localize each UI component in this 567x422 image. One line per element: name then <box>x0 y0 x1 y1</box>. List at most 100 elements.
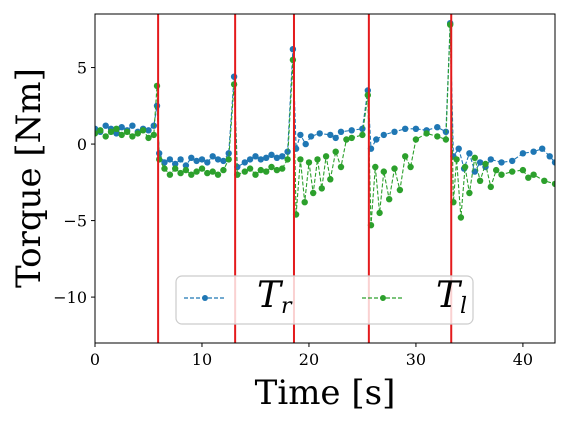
legend-label-tl: Tl <box>436 275 467 319</box>
y-axis-label: Torque [Nm] <box>9 68 49 288</box>
series-0-point-23 <box>209 153 216 160</box>
series-1-point-74 <box>476 177 484 184</box>
series-1-point-16 <box>172 165 179 172</box>
series-1-point-29 <box>241 168 248 175</box>
series-1-point-4 <box>113 125 120 132</box>
series-1-point-66 <box>442 136 450 143</box>
series-1-point-82 <box>530 171 537 178</box>
series-1-point-50 <box>343 136 350 143</box>
series-0-point-65 <box>476 159 484 166</box>
series-1-point-26 <box>225 156 232 163</box>
series-1-point-80 <box>519 166 527 174</box>
series-1-point-2 <box>102 133 109 140</box>
series-1-point-83 <box>541 177 548 184</box>
series-0-point-43 <box>316 130 323 137</box>
series-1-point-64 <box>423 130 430 137</box>
series-1-point-20 <box>193 168 200 175</box>
series-1-point-24 <box>214 171 222 178</box>
series-0-point-42 <box>307 133 315 140</box>
series-1-point-51 <box>348 134 355 142</box>
series-1-point-63 <box>412 136 420 143</box>
series-1-point-40 <box>297 156 304 163</box>
series-0-point-24 <box>214 156 222 163</box>
series-1-point-77 <box>493 166 500 174</box>
series-0-point-16 <box>172 160 179 168</box>
y-tick-label-0: 5 <box>77 59 87 78</box>
series-1-point-31 <box>252 171 259 178</box>
series-1-point-61 <box>402 153 409 160</box>
series-1-point-46 <box>322 153 330 160</box>
series-1-point-38 <box>289 56 297 64</box>
series-0-point-45 <box>332 134 339 142</box>
series-0-point-20 <box>193 157 200 165</box>
series-1-point-76 <box>487 183 494 191</box>
series-0-point-19 <box>188 154 195 161</box>
series-1-point-5 <box>118 131 125 139</box>
series-1-point-37 <box>284 156 291 163</box>
series-0-point-10 <box>145 127 152 134</box>
series-1-point-65 <box>434 133 441 140</box>
legend-label-tr-sub: r <box>281 294 293 319</box>
series-0-point-61 <box>455 145 462 152</box>
y-tick-label-1: 0 <box>77 135 87 154</box>
series-1-point-21 <box>198 165 206 172</box>
series-0-point-27 <box>230 73 238 80</box>
series-0-point-41 <box>302 140 309 148</box>
series-1-point-22 <box>204 169 211 177</box>
series-1-point-70 <box>457 214 465 221</box>
series-0-point-25 <box>220 157 227 165</box>
series-1-point-0 <box>95 130 99 137</box>
series-1-point-1 <box>97 127 104 134</box>
series-1-point-72 <box>466 189 473 197</box>
series-0-point-22 <box>204 159 211 166</box>
series-0-point-48 <box>359 125 366 132</box>
series-1-point-84 <box>551 180 555 188</box>
series-0-point-47 <box>348 127 355 134</box>
series-1-point-11 <box>150 131 157 139</box>
series-1-point-47 <box>327 176 334 183</box>
series-1-point-42 <box>305 159 313 166</box>
series-0-point-35 <box>273 154 281 161</box>
series-1-point-75 <box>482 160 489 168</box>
series-0-point-37 <box>284 148 291 155</box>
series-1-point-52 <box>359 131 366 139</box>
plot-area <box>95 14 555 343</box>
series-0-point-52 <box>380 131 387 139</box>
series-1-point-8 <box>134 130 141 137</box>
series-1-point-60 <box>396 186 404 194</box>
plot-inner <box>95 20 555 229</box>
series-1-point-15 <box>166 171 174 178</box>
plot-frame <box>94 13 556 344</box>
series-1-point-17 <box>177 169 184 177</box>
series-1-point-34 <box>268 163 275 171</box>
series-0-point-69 <box>509 157 516 165</box>
series-1-point-71 <box>461 163 469 171</box>
series-0-point-15 <box>166 156 174 163</box>
legend-label-tl-main: T <box>436 275 463 316</box>
series-1-point-14 <box>161 165 168 172</box>
series-1-point-27 <box>230 81 238 88</box>
legend-label-tr: Tr <box>257 275 293 319</box>
series-0-point-17 <box>177 156 184 163</box>
series-0-point-7 <box>129 122 136 129</box>
series-0-point-21 <box>198 156 206 163</box>
series-0-point-29 <box>241 159 248 166</box>
series-0-point-53 <box>391 128 398 135</box>
series-1-point-19 <box>188 171 195 178</box>
series-0-line <box>95 23 555 173</box>
series-0-point-38 <box>289 46 297 53</box>
series-1-point-79 <box>509 168 516 175</box>
series-0-point-30 <box>246 156 254 163</box>
y-tick-label-3: −10 <box>53 288 87 307</box>
series-1-point-57 <box>380 168 387 175</box>
series-0-point-57 <box>434 124 441 131</box>
series-1-point-55 <box>372 163 379 171</box>
legend-frame <box>175 275 474 325</box>
series-1-point-30 <box>246 165 254 172</box>
series-1-point-56 <box>376 209 383 217</box>
series-1-point-9 <box>139 127 147 134</box>
x-tick-label-2: 20 <box>299 350 319 369</box>
series-1-point-67 <box>447 21 454 28</box>
series-0-point-32 <box>257 156 264 163</box>
series-0-point-68 <box>498 159 505 166</box>
